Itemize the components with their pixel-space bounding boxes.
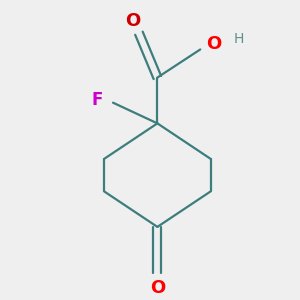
Text: F: F bbox=[91, 91, 103, 109]
Text: O: O bbox=[125, 12, 141, 30]
Text: O: O bbox=[206, 34, 221, 52]
Text: H: H bbox=[233, 32, 244, 46]
Text: O: O bbox=[150, 278, 165, 296]
